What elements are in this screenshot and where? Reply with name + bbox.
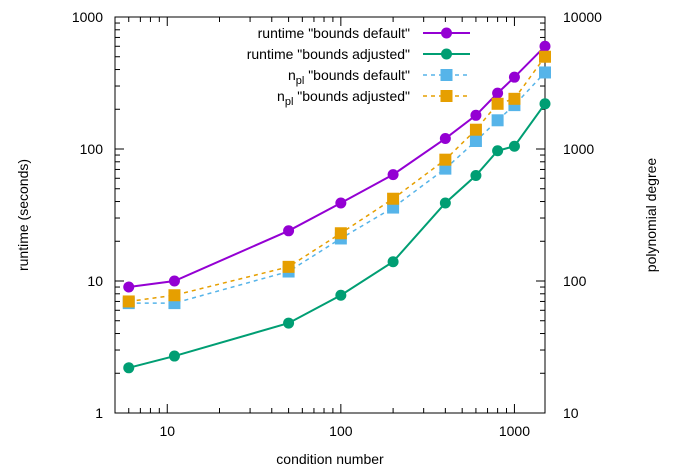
- data-point: [387, 192, 400, 205]
- y-axis-label: runtime (seconds): [15, 159, 31, 271]
- y2-axis-label: polynomial degree: [643, 158, 659, 273]
- x-tick-label: 10: [159, 423, 175, 439]
- y-tick-label: 1: [95, 405, 103, 421]
- data-point: [539, 98, 551, 110]
- y2-tick-label: 10000: [563, 9, 602, 25]
- x-axis-label: condition number: [276, 451, 384, 467]
- legend-marker: [440, 90, 453, 102]
- series-4: [122, 50, 551, 308]
- data-point: [508, 71, 520, 83]
- data-point: [123, 281, 135, 293]
- data-point: [539, 66, 551, 79]
- data-point: [387, 256, 399, 268]
- legend-label: npl "bounds default": [288, 67, 410, 87]
- data-point: [122, 295, 135, 308]
- data-point: [469, 134, 482, 147]
- data-point: [334, 227, 347, 240]
- legend-marker: [440, 69, 453, 81]
- y2-tick-label: 1000: [563, 141, 594, 157]
- data-point: [508, 140, 520, 152]
- data-point: [492, 87, 504, 99]
- series-line: [128, 45, 546, 289]
- x-tick-label: 1000: [499, 423, 530, 439]
- data-point: [168, 350, 180, 362]
- series-line: [128, 71, 546, 304]
- data-point: [508, 92, 521, 105]
- legend-label: runtime "bounds adjusted": [247, 46, 410, 62]
- data-point: [168, 289, 181, 302]
- data-point: [469, 123, 482, 136]
- plot-frame: [114, 16, 546, 414]
- data-point: [492, 145, 504, 157]
- series-layer: [122, 40, 551, 374]
- data-point: [283, 317, 295, 329]
- y-tick-label: 100: [80, 141, 104, 157]
- data-point: [168, 275, 180, 287]
- data-point: [123, 362, 135, 374]
- data-point: [282, 260, 295, 273]
- legend-marker: [441, 48, 452, 60]
- y-tick-label: 10: [87, 273, 103, 289]
- legend-label: runtime "bounds default": [258, 25, 410, 41]
- data-point: [439, 133, 451, 145]
- axis-ticks: 10 100 1000 1 10 100 1000 10 100 1000 10000: [72, 9, 602, 439]
- x-tick-label: 100: [329, 423, 353, 439]
- legend-label: npl "bounds adjusted": [277, 88, 410, 108]
- data-point: [335, 197, 347, 209]
- data-point: [470, 169, 482, 181]
- series-1: [123, 40, 551, 293]
- data-point: [491, 114, 504, 127]
- data-point: [439, 153, 452, 166]
- legend: runtime "bounds default" runtime "bounds …: [247, 25, 470, 108]
- data-point: [539, 50, 551, 63]
- y-tick-label: 1000: [72, 9, 103, 25]
- data-point: [491, 97, 504, 110]
- data-point: [470, 109, 482, 121]
- data-point: [439, 197, 451, 209]
- series-line: [128, 103, 546, 369]
- y2-tick-label: 100: [563, 273, 587, 289]
- legend-marker: [441, 27, 452, 39]
- y2-tick-label: 10: [563, 405, 579, 421]
- data-point: [283, 225, 295, 237]
- data-point: [539, 40, 551, 52]
- data-point: [387, 169, 399, 181]
- series-2: [123, 98, 551, 374]
- series-line: [128, 56, 546, 303]
- data-point: [335, 289, 347, 301]
